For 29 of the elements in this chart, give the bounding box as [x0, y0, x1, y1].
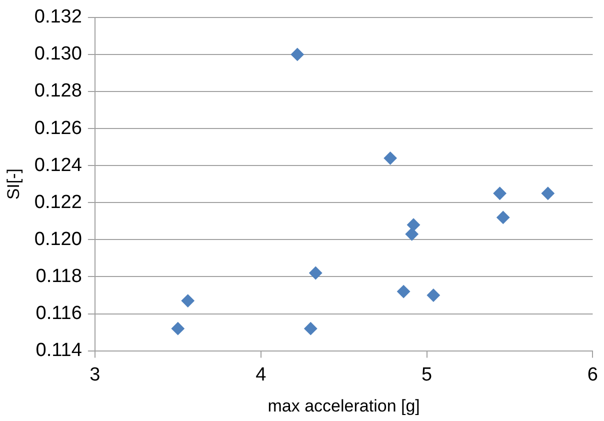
x-tick-label: 6: [587, 364, 598, 386]
y-tick-label: 0.122: [34, 192, 82, 213]
y-tick-label: 0.120: [34, 228, 82, 250]
y-tick-label: 0.114: [36, 340, 82, 362]
x-tick-label: 3: [90, 364, 100, 386]
point: [181, 294, 194, 308]
y-tick-label: 0.126: [34, 118, 82, 139]
point: [496, 210, 510, 224]
y-tick-label: 0.128: [34, 80, 82, 102]
point: [493, 186, 506, 200]
x-axis-title: max acceleration [g]: [268, 396, 420, 416]
point: [304, 322, 318, 336]
x-tick-label: 4: [256, 364, 267, 386]
point: [290, 48, 304, 61]
point: [397, 285, 410, 298]
y-tick-label: 0.116: [36, 302, 82, 324]
y-axis-title: SI[-]: [4, 168, 23, 200]
y-tick-label: 0.118: [36, 266, 82, 287]
point: [171, 322, 184, 336]
y-tick-label: 0.130: [34, 44, 82, 65]
x-tick-label: 5: [422, 364, 432, 386]
point: [309, 266, 322, 280]
point: [407, 218, 420, 232]
point: [541, 186, 554, 200]
point: [426, 288, 440, 302]
y-tick-label: 0.132: [34, 6, 82, 28]
point: [405, 228, 418, 241]
y-tick-label: 0.124: [34, 154, 82, 176]
point: [384, 152, 397, 165]
